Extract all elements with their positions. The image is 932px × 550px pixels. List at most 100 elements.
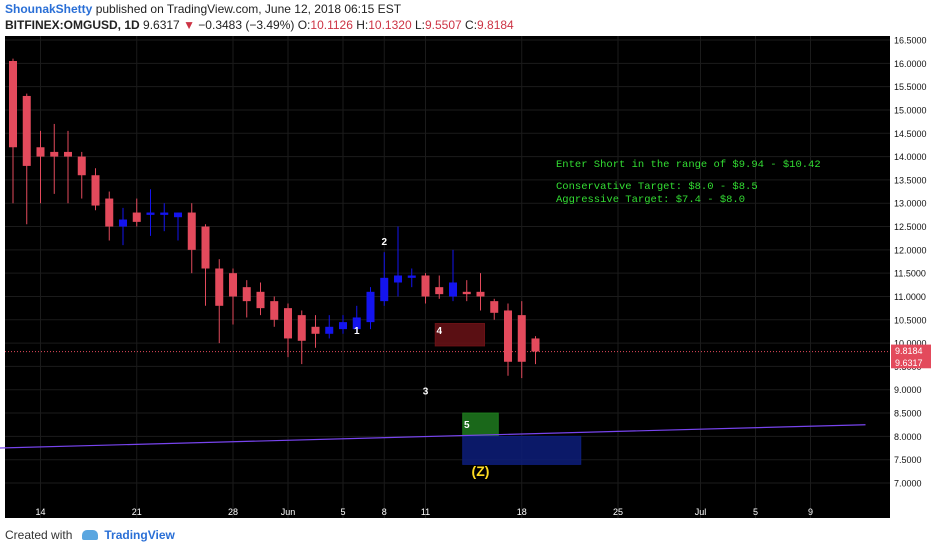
wave-label: 1: [354, 326, 360, 337]
wave-label: 3: [423, 386, 429, 397]
change-value: −0.3483 (−3.49%): [198, 18, 295, 32]
low-value: 9.5507: [424, 18, 462, 32]
high-value: 10.1320: [368, 18, 412, 32]
symbol-legend: BITFINEX:OMGUSD, 1D 9.6317 ▼ −0.3483 (−3…: [5, 18, 514, 32]
y-tick-label: 12.0000: [894, 245, 927, 255]
candle-body: [284, 308, 292, 339]
published-text: published on TradingView.com, June 12, 2…: [95, 2, 402, 16]
y-tick-label: 15.5000: [894, 82, 927, 92]
candle-body: [504, 310, 512, 362]
y-tick-label: 16.5000: [894, 36, 927, 46]
candle-body: [352, 317, 361, 330]
price-tag-label: 9.8184: [895, 346, 923, 356]
x-tick-label: 5: [753, 507, 758, 517]
candle-body: [339, 322, 347, 330]
candle-body: [229, 273, 237, 297]
candle-body: [9, 60, 17, 148]
candle-body: [105, 198, 114, 227]
x-tick-label: 21: [132, 507, 142, 517]
y-tick-label: 8.5000: [894, 409, 922, 419]
created-with-text: Created with: [5, 528, 73, 542]
candle-body: [256, 291, 265, 309]
candle-body: [77, 156, 86, 176]
candle-body: [36, 147, 45, 157]
candle-body: [50, 151, 59, 157]
candle-body: [91, 175, 100, 206]
y-tick-label: 12.5000: [894, 222, 927, 232]
down-arrow-icon: ▼: [183, 18, 195, 32]
x-tick-label: 11: [421, 507, 430, 517]
y-tick-label: 10.0000: [894, 339, 927, 349]
wave-label: 2: [381, 237, 387, 248]
candle-body: [449, 282, 457, 297]
candle-body: [270, 301, 279, 320]
wave-label: 5: [464, 420, 470, 431]
candle-body: [242, 287, 251, 302]
close-value: 9.8184: [477, 18, 514, 32]
candle-body: [435, 287, 444, 295]
candle-body: [476, 291, 485, 297]
annotation-text: Conservative Target: $8.0 - $8.5: [556, 181, 758, 193]
open-label: O:: [297, 18, 311, 32]
candle-body: [119, 219, 127, 227]
close-label: C:: [465, 18, 478, 32]
publish-info: ShounakShetty published on TradingView.c…: [5, 2, 401, 16]
open-value: 10.1126: [310, 18, 353, 32]
y-tick-label: 11.5000: [894, 269, 926, 279]
x-tick-label: 18: [517, 507, 527, 517]
x-tick-label: 9: [808, 507, 813, 517]
footer: Created with TradingView: [5, 528, 175, 542]
y-tick-label: 14.0000: [894, 152, 927, 162]
y-tick-label: 16.0000: [894, 59, 927, 69]
x-tick-label: 14: [35, 507, 45, 517]
candle-body: [160, 212, 169, 215]
price-chart[interactable]: 16.5000 16.0000 15.5000 15.0000 14.5000 14.00…: [0, 34, 932, 524]
plot-area: [5, 36, 890, 518]
candle-body: [325, 326, 334, 334]
candle-body: [366, 291, 375, 323]
candle-body: [64, 151, 72, 157]
wave-z-box: [462, 435, 582, 465]
candle-body: [201, 226, 210, 269]
candle-body: [394, 275, 402, 283]
wave-4-box: [434, 323, 485, 347]
candle-body: [187, 212, 196, 250]
candle-body: [132, 212, 141, 222]
candle-body: [297, 315, 306, 341]
low-label: L:: [414, 18, 425, 32]
x-tick-label: Jul: [695, 507, 707, 517]
x-tick-label: 5: [340, 507, 345, 517]
trend-line: [0, 424, 866, 449]
tradingview-brand[interactable]: TradingView: [104, 528, 175, 542]
candle-body: [517, 315, 526, 362]
y-tick-label: 9.0000: [894, 385, 922, 395]
price-tag-bg: [891, 356, 931, 369]
candle-body: [407, 275, 416, 278]
y-tick-label: 13.5000: [894, 175, 927, 185]
x-tick-label: 28: [228, 507, 238, 517]
y-tick-label: 8.0000: [894, 432, 922, 442]
candle-body: [380, 277, 389, 302]
candle-body: [462, 291, 471, 295]
y-tick-label: 10.5000: [894, 315, 927, 325]
x-tick-label: 8: [382, 507, 387, 517]
candle-body: [215, 268, 224, 306]
candle-body: [421, 275, 430, 297]
price-tag-bg: [891, 344, 931, 357]
candle-body: [531, 338, 540, 352]
annotation-text: Aggressive Target: $7.4 - $8.0: [556, 194, 745, 206]
candle-body: [146, 212, 155, 215]
y-tick-label: 13.0000: [894, 199, 927, 209]
wave-label: 4: [436, 326, 442, 337]
annotation-text: Enter Short in the range of $9.94 - $10.…: [556, 159, 821, 171]
author-name[interactable]: ShounakShetty: [5, 2, 93, 16]
x-tick-label: Jun: [281, 507, 296, 517]
price-tag-label: 9.6317: [895, 358, 923, 368]
symbol-label: BITFINEX:OMGUSD, 1D: [5, 18, 140, 32]
y-tick-label: 7.0000: [894, 479, 922, 489]
candle-body: [22, 95, 31, 166]
candle-body: [490, 301, 499, 313]
tradingview-logo-icon: [82, 530, 99, 540]
y-tick-label: 11.0000: [894, 292, 926, 302]
y-tick-label: 7.5000: [894, 455, 922, 465]
